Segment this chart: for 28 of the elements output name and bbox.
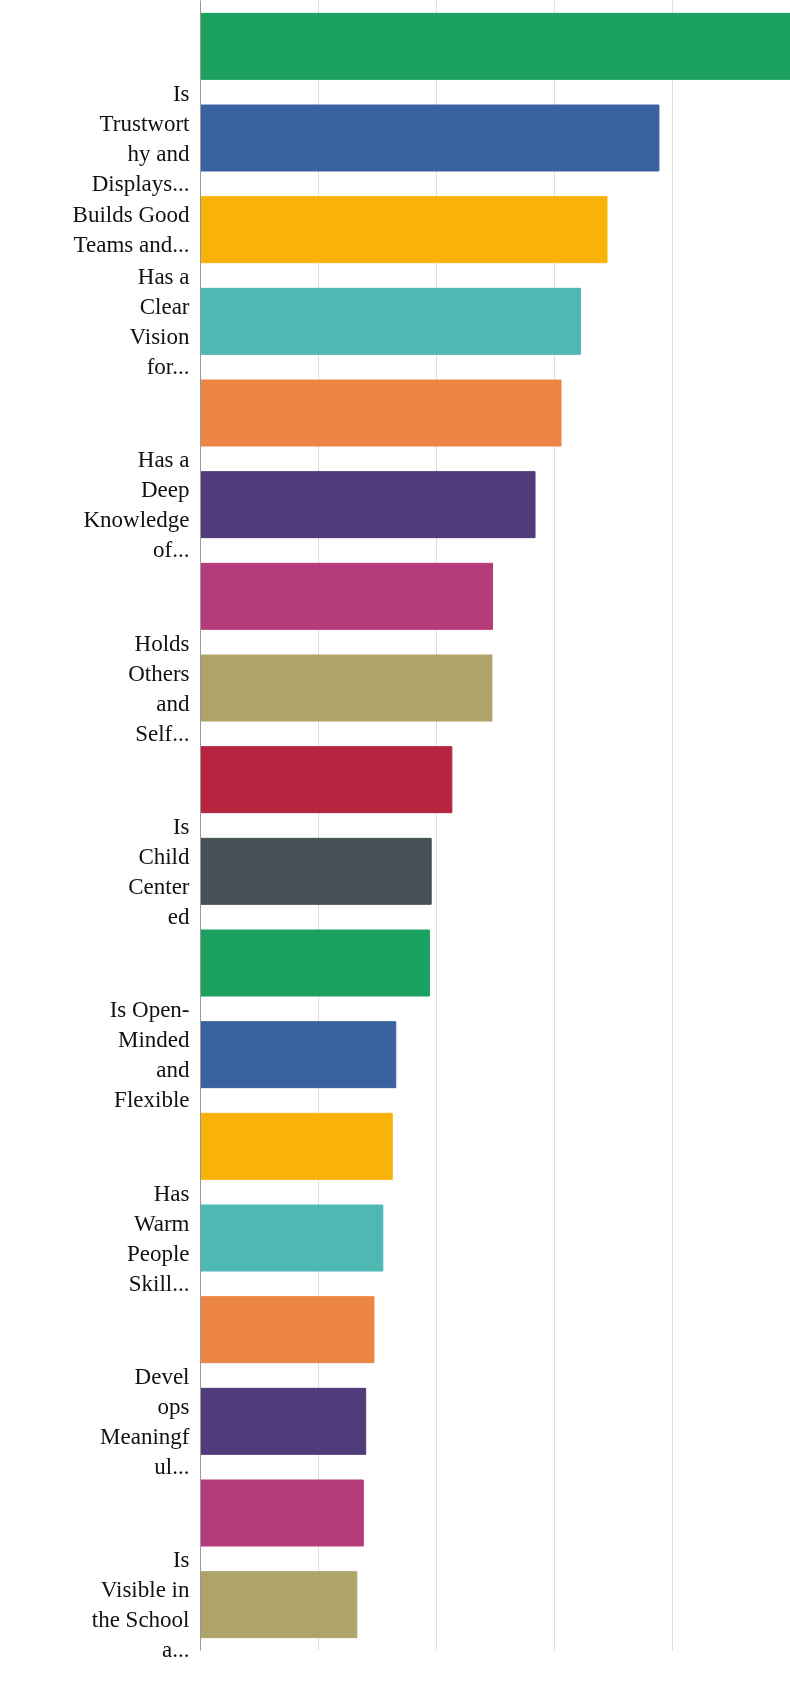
y-tick-label: Is Trustwort hy and Displays... xyxy=(91,80,191,196)
bar xyxy=(200,654,493,722)
bar xyxy=(200,471,536,539)
bar xyxy=(200,1479,364,1547)
y-tick-label: Has Warm People Skill... xyxy=(126,1180,190,1296)
bar xyxy=(200,1571,358,1639)
y-tick-label: Devel ops Meaningf ul... xyxy=(100,1363,190,1479)
y-tick-label: Is Child Center ed xyxy=(128,813,190,929)
bar xyxy=(200,196,608,264)
bar xyxy=(200,1112,393,1180)
y-tick-label: Builds Good Teams and... xyxy=(72,202,190,258)
bar xyxy=(200,1204,384,1272)
y-tick-label: Has a Deep Knowledge of... xyxy=(83,447,190,563)
bar xyxy=(200,1387,367,1455)
bar xyxy=(200,379,562,447)
bar xyxy=(200,746,453,814)
bar xyxy=(200,287,581,355)
bar xyxy=(200,929,430,997)
y-tick-label: Has a Clear Vision for... xyxy=(129,263,190,379)
bar xyxy=(200,1296,375,1364)
bar xyxy=(200,562,494,630)
bar xyxy=(200,12,790,80)
y-tick-label: Is Visible in the School a... xyxy=(91,1547,190,1663)
y-tick-label: Is Open- Minded and Flexible xyxy=(109,997,190,1113)
bar xyxy=(200,837,432,905)
bar xyxy=(200,104,660,172)
bar xyxy=(200,1021,397,1089)
y-tick-label: Holds Others and Self... xyxy=(128,630,190,746)
